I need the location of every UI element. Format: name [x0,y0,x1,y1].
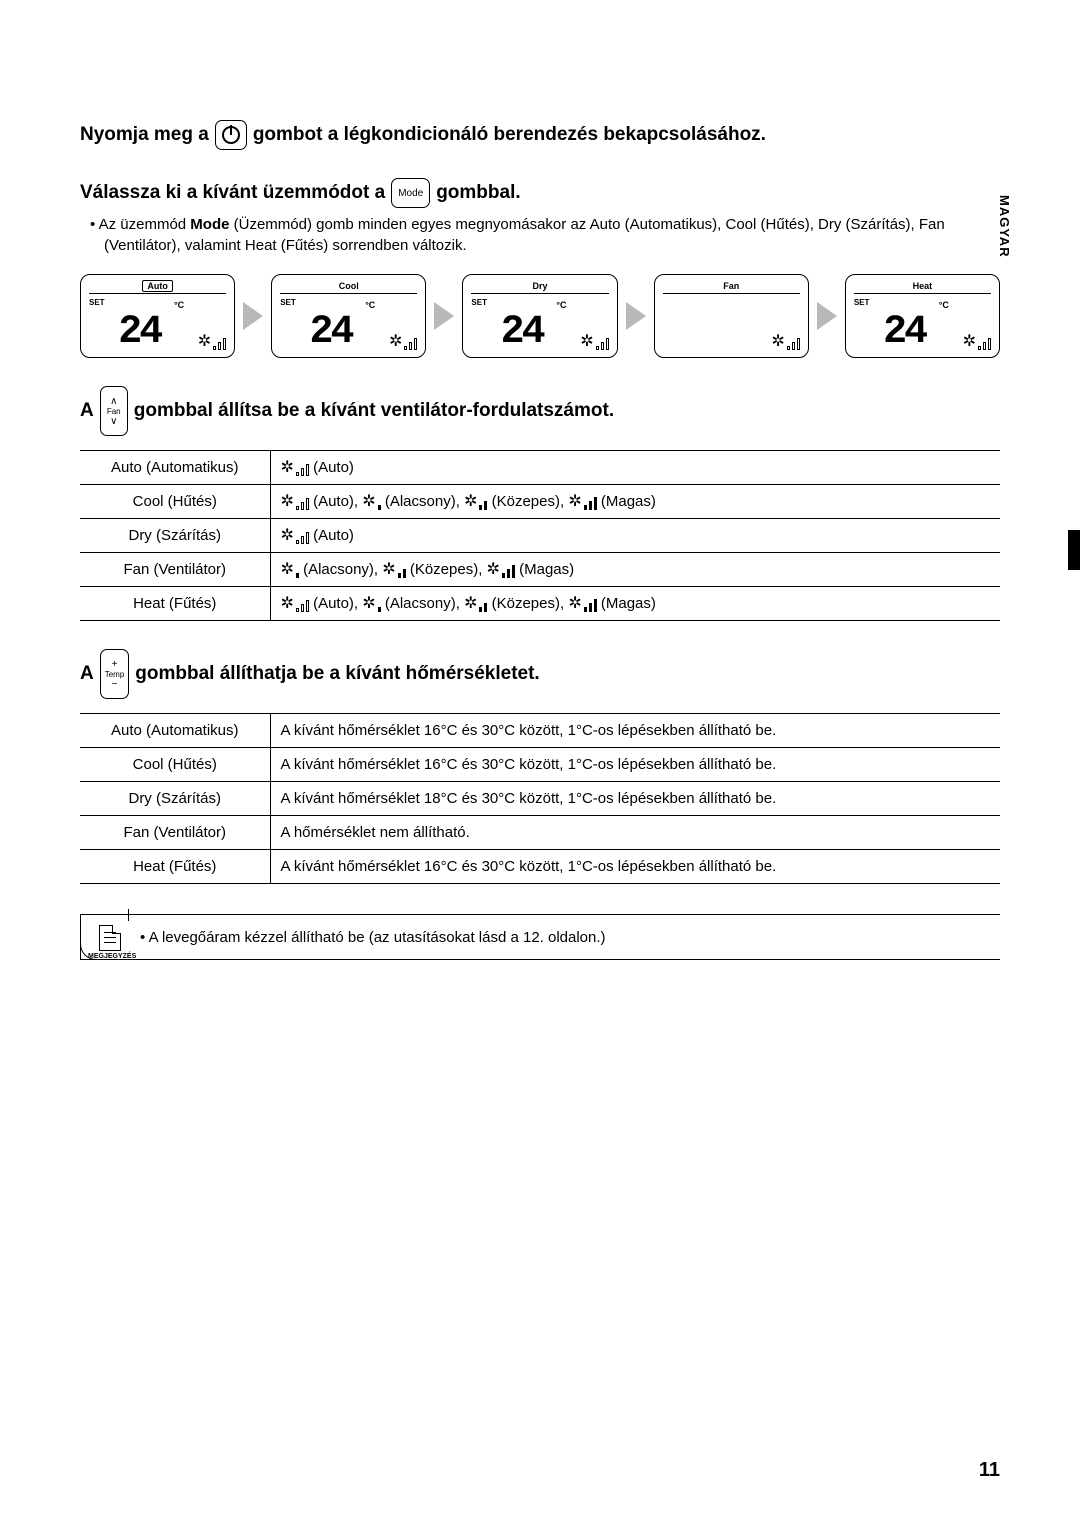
arrow-icon [626,302,646,330]
temp-button-icon: + Temp − [100,649,130,699]
note-box: MEGJEGYZÉS A levegőáram kézzel állítható… [80,914,1000,960]
desc-cell: A hőmérséklet nem állítható. [270,816,1000,850]
speeds-cell: ✲ (Alacsony), ✲ (Közepes), ✲ (Magas) [270,553,1000,587]
fan-speed-icon: ✲ [771,334,799,350]
lcd-display: Heat SET24°C✲ [845,274,1000,358]
fan-button-icon: ∧ Fan ∨ [100,386,128,436]
desc-cell: A kívánt hőmérséklet 18°C és 30°C között… [270,782,1000,816]
desc-cell: A kívánt hőmérséklet 16°C és 30°C között… [270,748,1000,782]
speeds-cell: ✲ (Auto) [270,519,1000,553]
text-post: gombbal állítsa be a kívánt ventilátor-f… [134,400,614,422]
fan-speed-icon: ✲ [281,562,299,578]
arrow-icon [817,302,837,330]
note-icon: MEGJEGYZÉS [88,925,132,960]
step-fan-heading: A ∧ Fan ∨ gombbal állítsa be a kívánt ve… [80,386,1000,436]
fan-speed-icon: ✲ [487,562,515,578]
mode-cell: Fan (Ventilátor) [80,553,270,587]
table-row: Cool (Hűtés)✲ (Auto), ✲ (Alacsony), ✲ (K… [80,485,1000,519]
fan-speed-icon: ✲ [362,494,380,510]
step-mode-heading: Válassza ki a kívánt üzemmódot a Mode go… [80,178,1000,208]
mode-cell: Cool (Hűtés) [80,485,270,519]
mode-cell: Heat (Fűtés) [80,587,270,621]
fan-speed-icon: ✲ [464,494,487,510]
mode-bullet: Az üzemmód Mode (Üzemmód) gomb minden eg… [104,214,1000,256]
table-row: Dry (Szárítás)✲ (Auto) [80,519,1000,553]
step-power: Nyomja meg a gombot a légkondicionáló be… [80,120,1000,150]
mode-button-icon: Mode [391,178,430,208]
fan-speed-icon: ✲ [464,596,487,612]
mode-cell: Cool (Hűtés) [80,748,270,782]
table-row: Auto (Automatikus)✲ (Auto) [80,451,1000,485]
fan-speed-icon: ✲ [568,596,596,612]
arrow-icon [243,302,263,330]
desc-cell: A kívánt hőmérséklet 16°C és 30°C között… [270,850,1000,884]
table-row: Heat (Fűtés)A kívánt hőmérséklet 16°C és… [80,850,1000,884]
fan-speed-icon: ✲ [389,334,417,350]
step-power-heading: Nyomja meg a gombot a légkondicionáló be… [80,120,1000,150]
table-row: Dry (Szárítás)A kívánt hőmérséklet 18°C … [80,782,1000,816]
note-tick [128,909,129,921]
power-button-icon [215,120,247,150]
table-row: Fan (Ventilátor)✲ (Alacsony), ✲ (Közepes… [80,553,1000,587]
speeds-cell: ✲ (Auto) [270,451,1000,485]
desc-cell: A kívánt hőmérséklet 16°C és 30°C között… [270,714,1000,748]
mode-cell: Auto (Automatikus) [80,714,270,748]
chevron-down-icon: ∨ [110,416,117,427]
fan-speed-icon: ✲ [580,334,608,350]
table-row: Auto (Automatikus)A kívánt hőmérséklet 1… [80,714,1000,748]
text-post: gombbal állíthatja be a kívánt hőmérsékl… [135,663,539,685]
page-number: 11 [979,1459,1000,1482]
page-edge-tab [1068,530,1080,570]
fan-label: Fan [107,407,121,416]
step-fan: A ∧ Fan ∨ gombbal állítsa be a kívánt ve… [80,386,1000,621]
step-temp-heading: A + Temp − gombbal állíthatja be a kíván… [80,649,1000,699]
lcd-display: Cool SET24°C✲ [271,274,426,358]
language-tab: MAGYAR [997,195,1012,258]
note-text: A levegőáram kézzel állítható be (az uta… [140,929,606,946]
step-mode: Válassza ki a kívánt üzemmódot a Mode go… [80,178,1000,358]
mode-sequence: Auto SET24°C✲ Cool SET24°C✲ Dry SET24°C✲ Fa… [80,274,1000,358]
mode-cell: Dry (Szárítás) [80,519,270,553]
fan-speed-icon: ✲ [281,494,309,510]
fan-speed-icon: ✲ [362,596,380,612]
speeds-cell: ✲ (Auto), ✲ (Alacsony), ✲ (Közepes), ✲ (… [270,587,1000,621]
note-icon-label: MEGJEGYZÉS [88,953,132,960]
text-pre: A [80,400,94,422]
fan-speed-icon: ✲ [568,494,596,510]
temp-table: Auto (Automatikus)A kívánt hőmérséklet 1… [80,713,1000,884]
fan-speed-icon: ✲ [382,562,405,578]
mode-cell: Heat (Fűtés) [80,850,270,884]
table-row: Cool (Hűtés)A kívánt hőmérséklet 16°C és… [80,748,1000,782]
mode-cell: Dry (Szárítás) [80,782,270,816]
arrow-icon [434,302,454,330]
mode-cell: Fan (Ventilátor) [80,816,270,850]
fan-speed-icon: ✲ [281,460,309,476]
text-pre: Válassza ki a kívánt üzemmódot a [80,182,385,204]
fan-speed-icon: ✲ [281,596,309,612]
lcd-display: Dry SET24°C✲ [462,274,617,358]
chevron-up-icon: ∧ [110,396,117,407]
step-temp: A + Temp − gombbal állíthatja be a kíván… [80,649,1000,884]
plus-icon: + [112,659,118,670]
table-row: Heat (Fűtés)✲ (Auto), ✲ (Alacsony), ✲ (K… [80,587,1000,621]
speeds-cell: ✲ (Auto), ✲ (Alacsony), ✲ (Közepes), ✲ (… [270,485,1000,519]
text-pre: A [80,663,94,685]
minus-icon: − [112,679,118,690]
table-row: Fan (Ventilátor)A hőmérséklet nem állíth… [80,816,1000,850]
text-pre: Nyomja meg a [80,124,209,146]
fan-speed-icon: ✲ [281,528,309,544]
mode-cell: Auto (Automatikus) [80,451,270,485]
lcd-display: Auto SET24°C✲ [80,274,235,358]
temp-label: Temp [105,670,125,679]
text-post: gombot a légkondicionáló berendezés beka… [253,124,766,146]
fan-speed-icon: ✲ [198,334,226,350]
lcd-display: Fan ✲ [654,274,809,358]
text-post: gombbal. [436,182,520,204]
fan-speed-icon: ✲ [963,334,991,350]
fan-speed-table: Auto (Automatikus)✲ (Auto)Cool (Hűtés)✲ … [80,450,1000,621]
